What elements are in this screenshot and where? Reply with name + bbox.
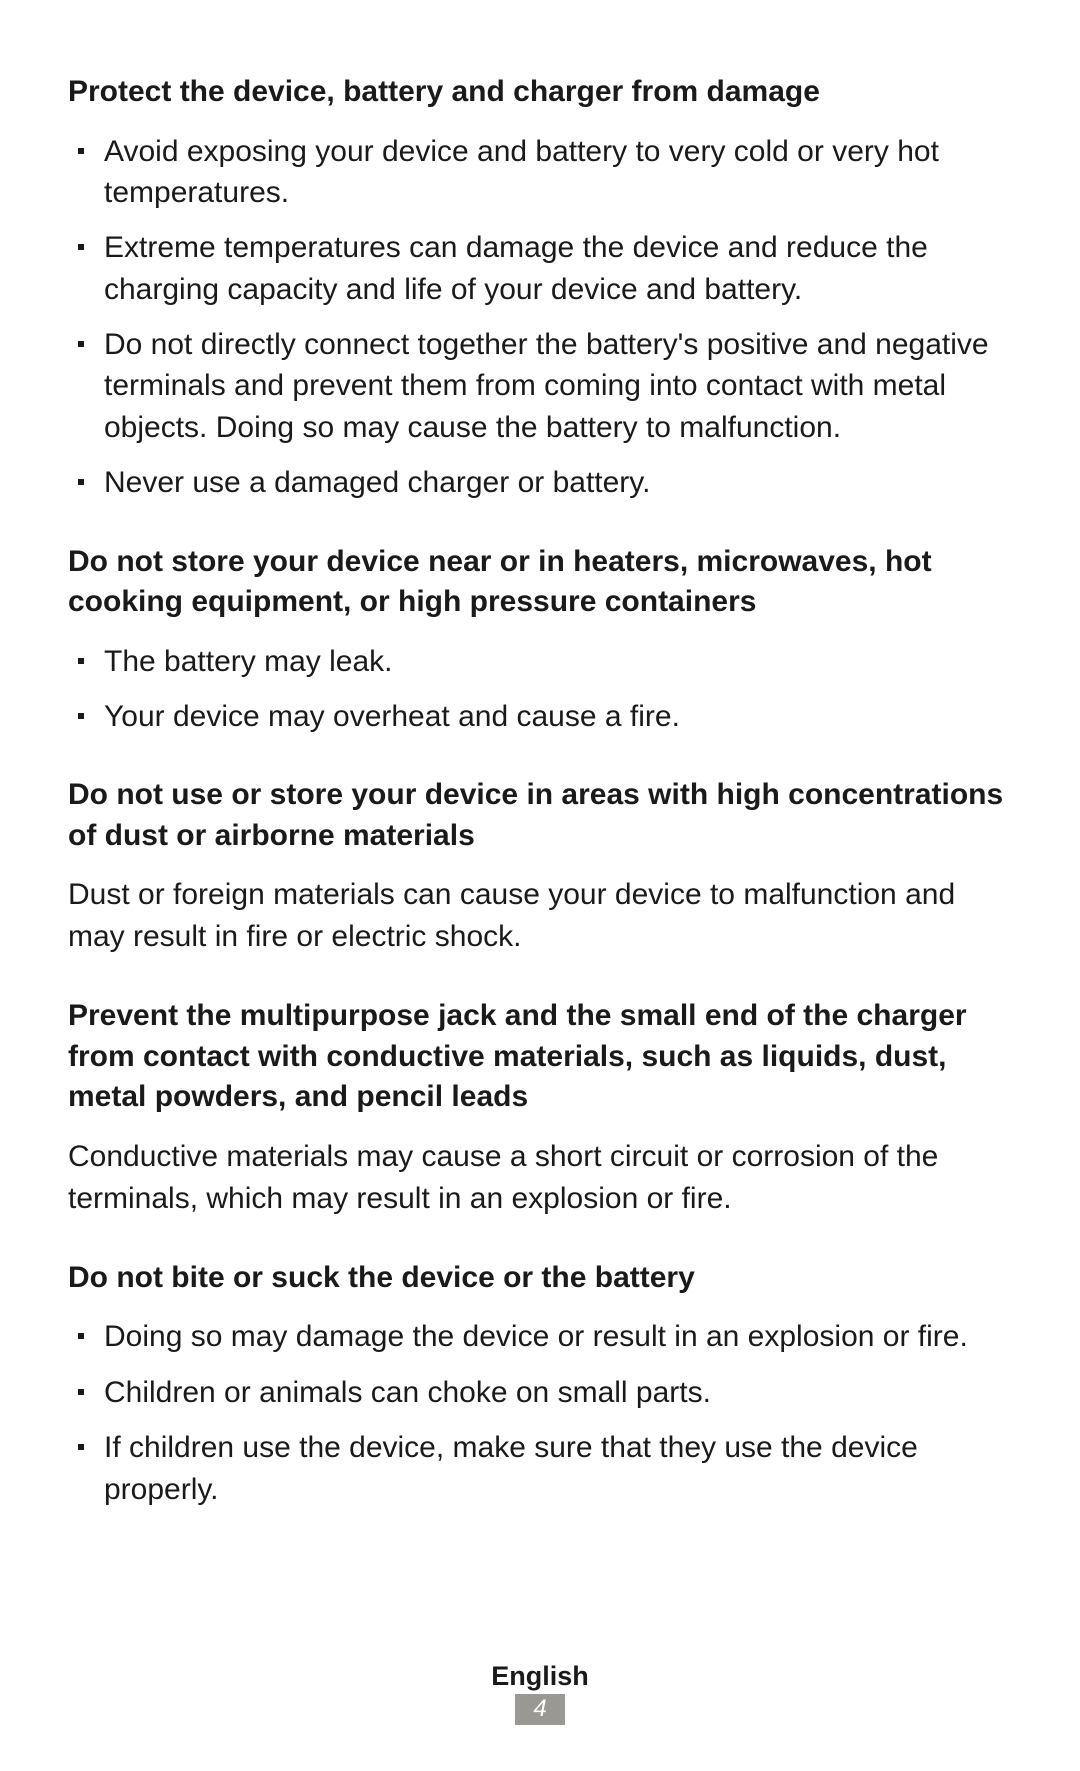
page-footer: English 4 xyxy=(0,1661,1080,1725)
section-4: Prevent the multipurpose jack and the sm… xyxy=(68,996,1012,1220)
page-content: Protect the device, battery and charger … xyxy=(0,0,1080,1510)
bullet-list: Avoid exposing your device and battery t… xyxy=(68,131,1012,504)
section-heading: Do not use or store your device in areas… xyxy=(68,775,1012,856)
list-item: Doing so may damage the device or result… xyxy=(68,1316,1012,1357)
body-paragraph: Conductive materials may cause a short c… xyxy=(68,1136,1012,1220)
list-item: Your device may overheat and cause a fir… xyxy=(68,696,1012,737)
section-heading: Do not store your device near or in heat… xyxy=(68,542,1012,623)
section-5: Do not bite or suck the device or the ba… xyxy=(68,1258,1012,1510)
list-item: The battery may leak. xyxy=(68,641,1012,682)
list-item: Avoid exposing your device and battery t… xyxy=(68,131,1012,214)
list-item: Do not directly connect together the bat… xyxy=(68,324,1012,448)
bullet-list: The battery may leak. Your device may ov… xyxy=(68,641,1012,738)
footer-language: English xyxy=(0,1661,1080,1692)
body-paragraph: Dust or foreign materials can cause your… xyxy=(68,874,1012,958)
footer-page-number: 4 xyxy=(515,1694,564,1725)
section-1: Protect the device, battery and charger … xyxy=(68,72,1012,504)
section-heading: Prevent the multipurpose jack and the sm… xyxy=(68,996,1012,1118)
section-3: Do not use or store your device in areas… xyxy=(68,775,1012,958)
list-item: Extreme temperatures can damage the devi… xyxy=(68,227,1012,310)
list-item: Never use a damaged charger or battery. xyxy=(68,462,1012,503)
list-item: If children use the device, make sure th… xyxy=(68,1427,1012,1510)
section-heading: Do not bite or suck the device or the ba… xyxy=(68,1258,1012,1299)
section-heading: Protect the device, battery and charger … xyxy=(68,72,1012,113)
bullet-list: Doing so may damage the device or result… xyxy=(68,1316,1012,1510)
section-2: Do not store your device near or in heat… xyxy=(68,542,1012,738)
list-item: Children or animals can choke on small p… xyxy=(68,1372,1012,1413)
